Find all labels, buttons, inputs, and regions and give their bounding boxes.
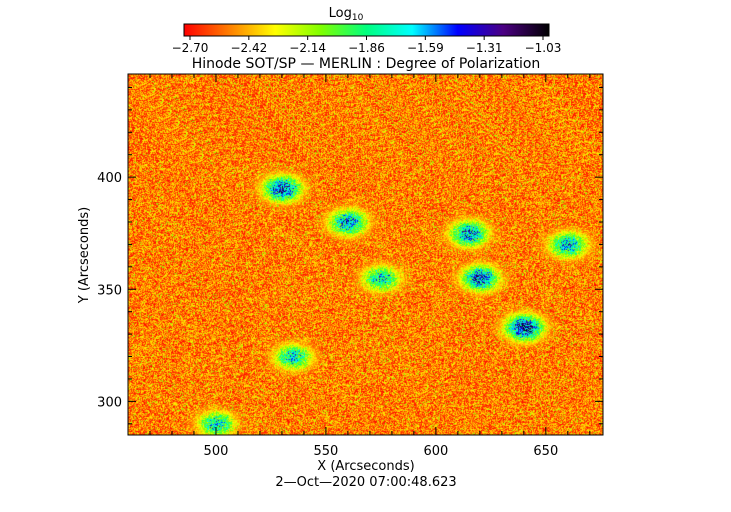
axis-ticks: 500 550 600 650 300 350 400	[97, 74, 603, 459]
y-axis-label: Y (Arcseconds)	[77, 207, 92, 304]
x-axis-label: X (Arcseconds)	[317, 459, 414, 474]
colorbar-tick-label: −1.86	[348, 41, 385, 55]
colorbar-tick-label: −1.03	[525, 41, 562, 55]
colorbar-gradient	[183, 23, 550, 37]
heatmap-image	[128, 74, 603, 435]
y-tick-label: 400	[97, 171, 122, 186]
colorbar-tick-label: −2.70	[172, 41, 209, 55]
colorbar: Log10 −2.70 −2.42 −2.14 −1.86 −1.59 −1.31 −1.0…	[172, 6, 562, 55]
plot-area: 500 550 600 650 300 350 400	[97, 73, 604, 459]
x-tick-label: 650	[533, 444, 558, 459]
colorbar-label-subscript: 10	[352, 13, 364, 23]
colorbar-tick-label: −1.31	[466, 41, 503, 55]
x-tick-label: 550	[314, 444, 339, 459]
y-tick-label: 350	[97, 283, 122, 298]
y-tick-label: 300	[97, 395, 122, 410]
colorbar-tick-label: −1.59	[407, 41, 444, 55]
timestamp: 2—Oct—2020 07:00:48.623	[275, 475, 456, 490]
colorbar-ticks: −2.70 −2.42 −2.14 −1.86 −1.59 −1.31 −1.03	[172, 36, 562, 55]
colorbar-label-text: Log	[329, 6, 352, 21]
colorbar-tick-label: −2.14	[289, 41, 326, 55]
chart-title: Hinode SOT/SP — MERLIN : Degree of Polar…	[192, 56, 541, 72]
plot-frame	[127, 73, 604, 436]
x-tick-label: 600	[423, 444, 448, 459]
colorbar-label: Log10	[329, 6, 364, 23]
x-tick-label: 500	[204, 444, 229, 459]
colorbar-tick-label: −2.42	[230, 41, 267, 55]
